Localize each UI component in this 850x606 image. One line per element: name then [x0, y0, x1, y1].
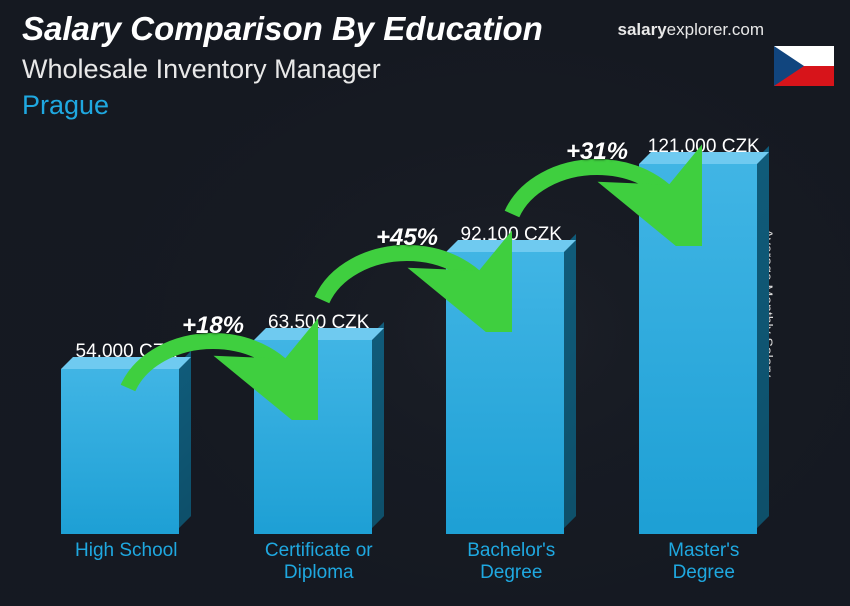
bar-xlabel: Master'sDegree: [624, 540, 784, 584]
bar-xlabel: Certificate orDiploma: [239, 540, 399, 584]
bars-container: 54,000 CZK63,500 CZK92,100 CZK121,000 CZ…: [30, 120, 800, 534]
page-location: Prague: [22, 90, 109, 121]
bar-xlabel: Bachelor'sDegree: [431, 540, 591, 584]
page-title: Salary Comparison By Education: [22, 10, 543, 48]
bar-3: 121,000 CZK: [624, 136, 784, 534]
bar-2: 92,100 CZK: [431, 224, 591, 534]
xlabels-container: High School Certificate orDiploma Bachelor…: [30, 540, 800, 584]
salary-chart: 54,000 CZK63,500 CZK92,100 CZK121,000 CZ…: [30, 120, 800, 580]
bar-xlabel: High School: [46, 540, 206, 584]
flag-icon: [774, 46, 834, 86]
bar-0: 54,000 CZK: [46, 341, 206, 534]
brand-rest: explorer.com: [667, 20, 764, 39]
bar-shape: [61, 369, 191, 534]
bar-shape: [446, 252, 576, 534]
page-subtitle: Wholesale Inventory Manager: [22, 54, 381, 85]
brand-bold: salary: [618, 20, 667, 39]
bar-shape: [254, 340, 384, 534]
bar-1: 63,500 CZK: [239, 312, 399, 534]
brand-label: salaryexplorer.com: [618, 20, 765, 40]
bar-shape: [639, 164, 769, 534]
